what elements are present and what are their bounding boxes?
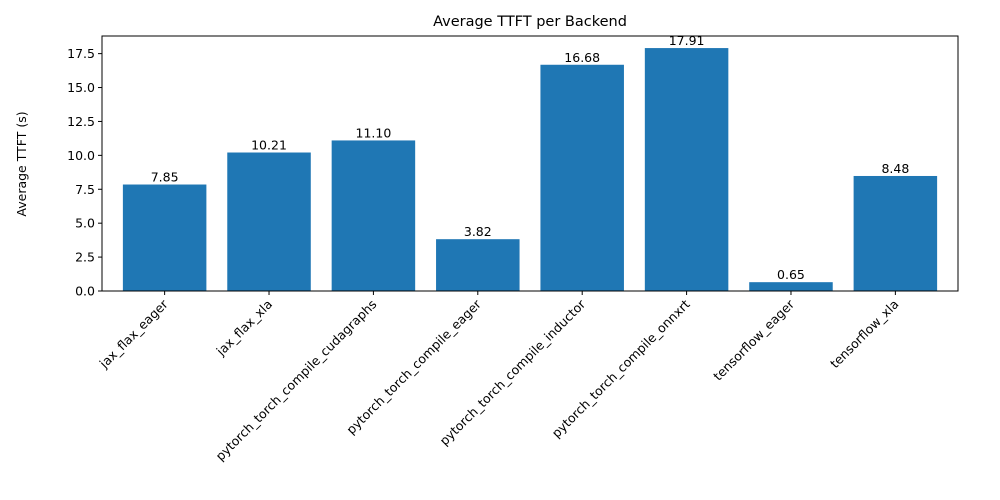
bar-value-label: 16.68 [564,50,600,65]
y-tick-label: 0.0 [75,284,95,299]
y-axis-label: Average TTFT (s) [14,111,29,216]
bar-value-label: 10.21 [251,138,287,153]
bar-value-label: 3.82 [464,224,492,239]
chart-title: Average TTFT per Backend [433,14,627,30]
y-tick-label: 10.0 [67,148,95,163]
bar-pytorch-torch-compile-cudagraphs [331,140,416,291]
bar-value-label: 0.65 [777,267,805,282]
y-tick-label: 7.5 [75,182,95,197]
bar-tensorflow-eager [749,282,833,291]
plot-frame [101,35,959,292]
y-tick-label: 5.0 [75,216,95,231]
bar-pytorch-torch-compile-eager [436,239,520,291]
bar-jax-flax-xla [227,152,311,291]
bar-pytorch-torch-compile-onnxrt [644,48,729,291]
bar-tensorflow-xla [853,175,938,291]
bar-pytorch-torch-compile-inductor [540,64,624,291]
bar-value-label: 11.10 [356,125,392,140]
y-tick-label: 2.5 [75,250,95,265]
data-labels-group: 7.85 10.21 11.10 3.82 16.68 17.91 0.65 8.48 [151,33,910,282]
bar-jax-flax-eager [122,184,207,291]
y-tick-label: 12.5 [67,114,95,129]
bar-value-label: 7.85 [151,170,179,185]
y-tick-label: 17.5 [67,46,95,61]
bar-value-label: 17.91 [669,33,705,48]
bar-value-label: 8.48 [881,161,909,176]
y-tick-label: 15.0 [67,80,95,95]
bars-group [122,48,938,291]
y-axis-ticks: 0.0 2.5 5.0 7.5 10.0 12.5 15.0 17.5 [67,46,102,299]
